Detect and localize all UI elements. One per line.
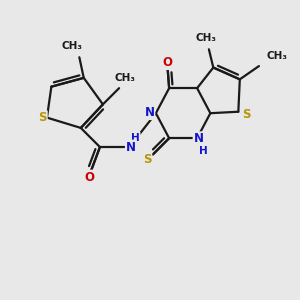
Text: CH₃: CH₃ xyxy=(115,73,136,83)
Text: CH₃: CH₃ xyxy=(195,33,216,43)
Text: N: N xyxy=(144,106,154,119)
Text: S: S xyxy=(38,111,47,124)
Text: S: S xyxy=(242,108,251,121)
Text: CH₃: CH₃ xyxy=(266,51,287,61)
Text: S: S xyxy=(143,153,151,166)
Text: H: H xyxy=(131,133,140,142)
Text: H: H xyxy=(199,146,207,156)
Text: N: N xyxy=(194,132,204,145)
Text: CH₃: CH₃ xyxy=(61,41,82,51)
Text: N: N xyxy=(126,141,136,154)
Text: O: O xyxy=(163,56,173,69)
Text: O: O xyxy=(85,171,94,184)
